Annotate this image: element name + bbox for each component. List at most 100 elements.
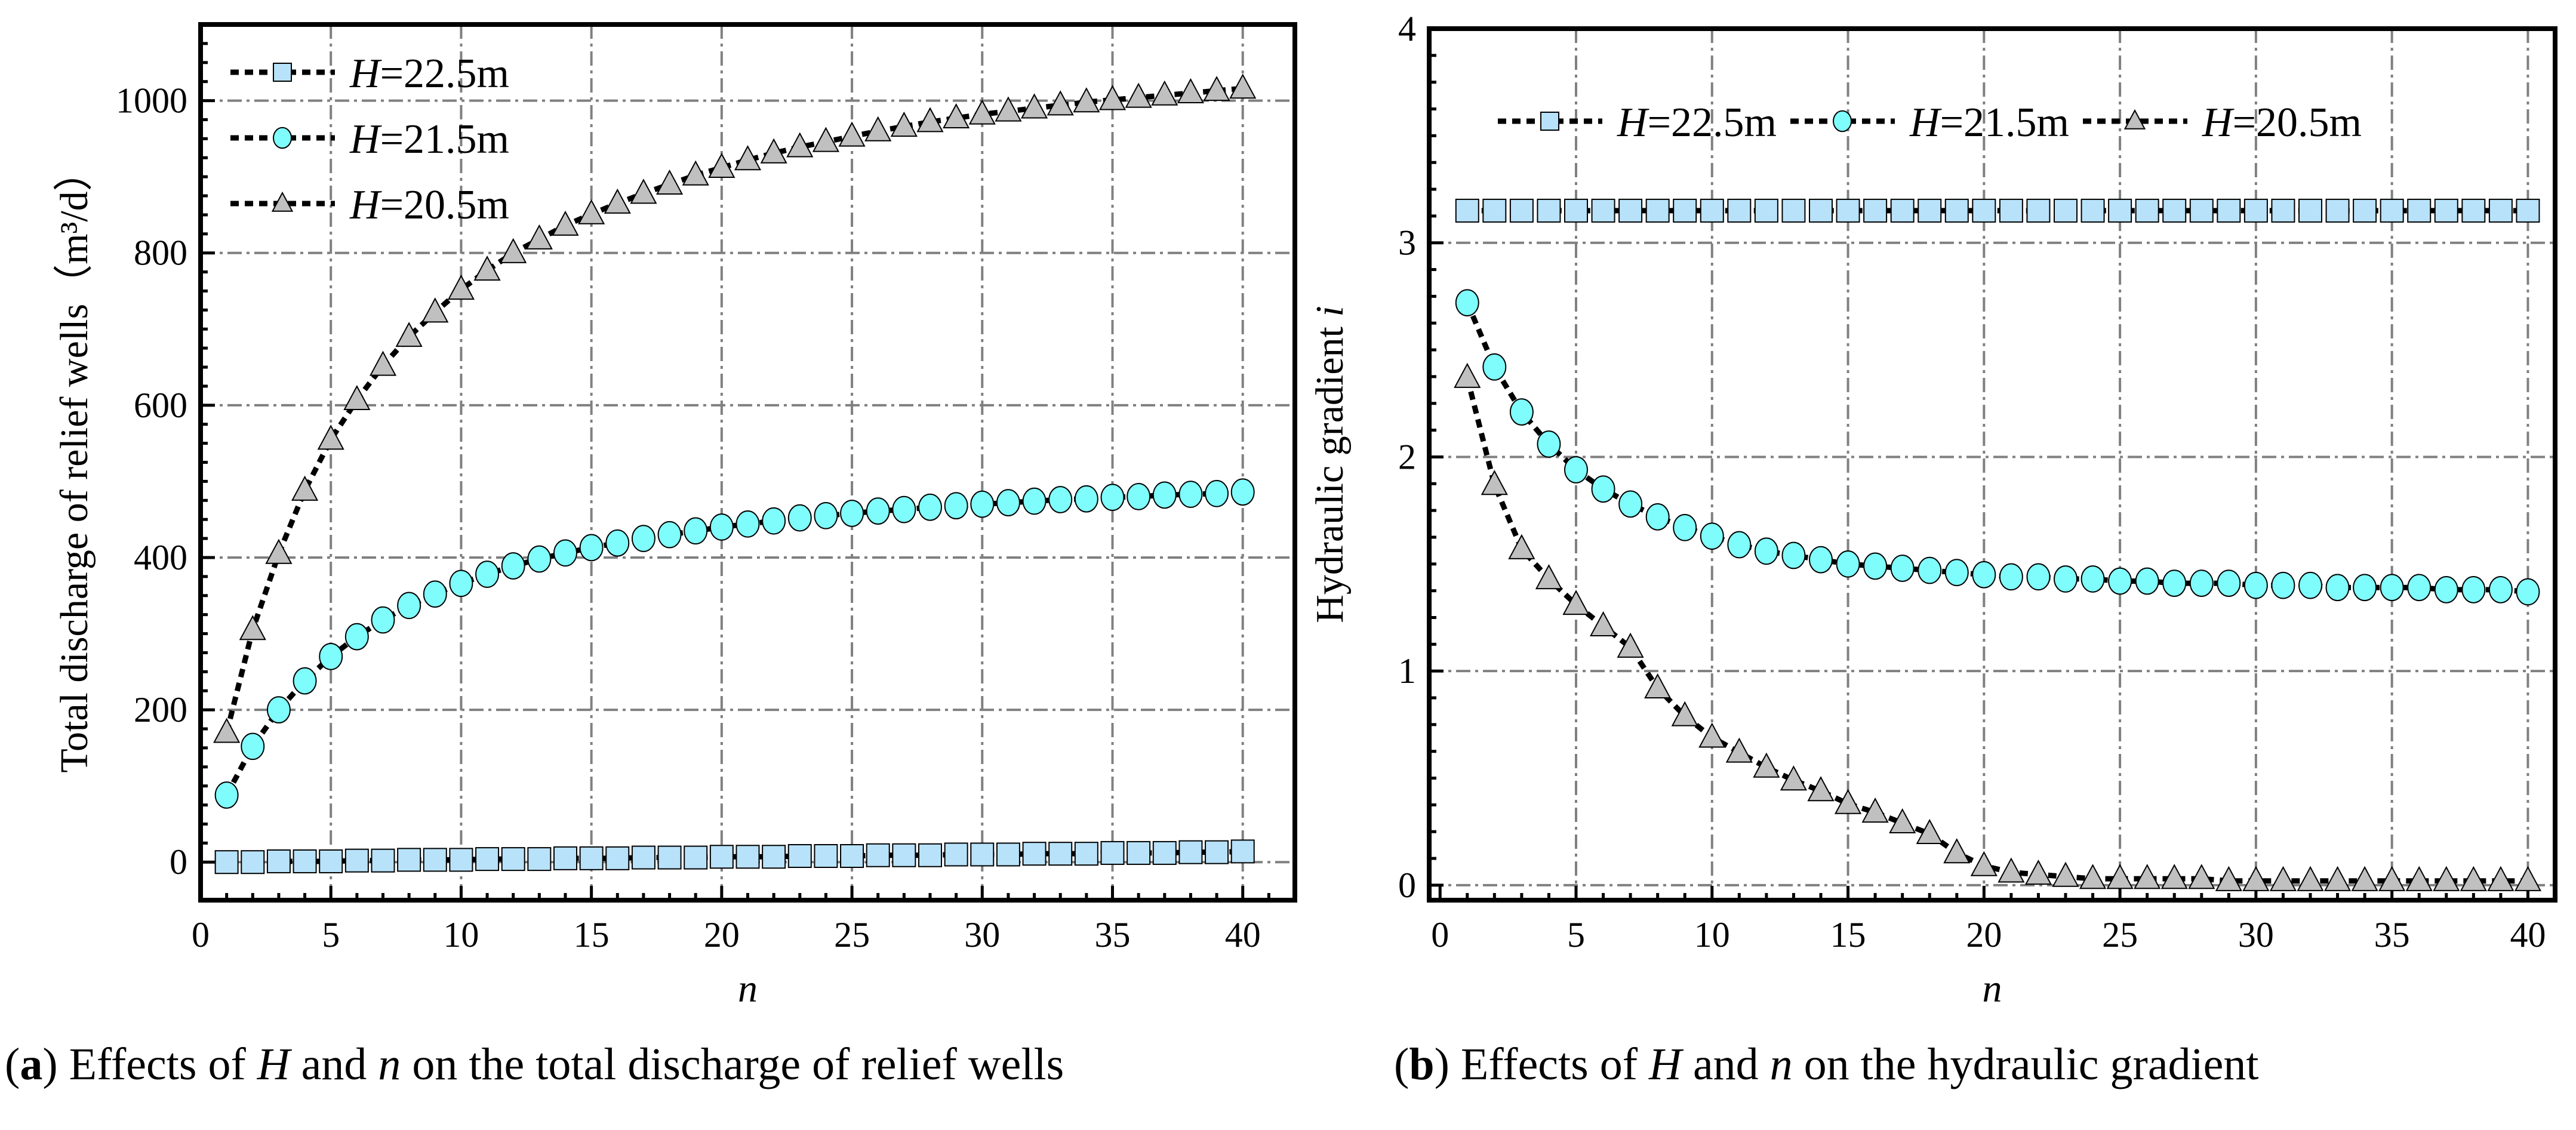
- square-marker: [762, 845, 786, 869]
- triangle-marker: [2297, 866, 2324, 891]
- square-marker: [1230, 839, 1255, 864]
- legend-item: H=22.5m: [1498, 100, 1777, 146]
- square-marker: [449, 848, 473, 872]
- circle-marker: [2461, 576, 2486, 604]
- triangle-marker: [995, 96, 1022, 122]
- triangle-marker: [1753, 752, 1780, 778]
- circle-marker: [527, 545, 552, 573]
- triangle-marker: [447, 275, 475, 300]
- circle-marker: [1918, 556, 1942, 584]
- circle-marker: [1890, 555, 1915, 582]
- y-tick-label: 0: [1398, 866, 1416, 905]
- x-tick-label: 20: [704, 915, 740, 955]
- square-marker: [2162, 198, 2187, 223]
- triangle-marker: [1671, 701, 1698, 726]
- square-marker: [840, 844, 864, 869]
- square-marker: [709, 845, 734, 869]
- y-tick-label: 0: [170, 842, 187, 882]
- x-tick-label: 15: [1830, 915, 1866, 955]
- triangle-marker: [2487, 866, 2515, 891]
- triangle-marker: [1780, 765, 1808, 791]
- circle-marker: [1754, 537, 1778, 565]
- triangle-marker: [1454, 362, 1481, 388]
- circle-marker: [449, 569, 473, 598]
- square-marker: [1152, 840, 1177, 865]
- triangle-marker: [1562, 590, 1590, 615]
- y-tick-label: 600: [134, 386, 187, 425]
- circle-marker: [501, 552, 525, 580]
- x-tick-label: 30: [964, 915, 1000, 955]
- chart-b: 0 5 10 15 20 25 30 35 40 0 1 2 3 4 n Hydraulic gradient…: [1308, 9, 2557, 1011]
- square-marker: [1809, 198, 1833, 223]
- circle-marker: [814, 501, 838, 529]
- triangle-marker: [500, 238, 527, 263]
- y-tick-label: 1: [1398, 651, 1416, 691]
- triangle-marker: [2378, 866, 2406, 891]
- circle-marker: [840, 500, 864, 527]
- triangle-marker: [2323, 866, 2352, 891]
- circle-marker: [866, 497, 890, 525]
- caption-text: Effects of: [1460, 1039, 1649, 1089]
- triangle-marker: [838, 121, 866, 147]
- circle-marker: [241, 732, 265, 760]
- triangle-marker: [760, 138, 787, 164]
- square-marker: [344, 848, 369, 873]
- triangle-marker: [395, 322, 423, 347]
- circle-marker: [1022, 487, 1047, 515]
- circle-marker: [371, 606, 395, 634]
- square-marker: [1999, 198, 2023, 223]
- square-marker: [970, 842, 995, 867]
- square-marker: [241, 850, 265, 875]
- circle-marker: [273, 127, 292, 149]
- square-marker: [1564, 198, 1588, 223]
- circle-marker: [2243, 571, 2268, 599]
- triangle-marker: [525, 224, 553, 250]
- circle-marker: [2217, 569, 2241, 597]
- triangle-marker: [1589, 611, 1617, 636]
- square-marker: [787, 844, 812, 869]
- triangle-marker: [2405, 866, 2433, 891]
- triangle-marker: [213, 718, 241, 743]
- circle-marker: [1074, 485, 1098, 513]
- square-marker: [319, 849, 343, 873]
- circle-marker: [631, 525, 655, 552]
- triangle-marker: [1998, 857, 2025, 883]
- circle-marker: [1833, 110, 1852, 133]
- square-marker: [266, 849, 291, 873]
- circle-marker: [1482, 353, 1507, 381]
- caption-text: Effects of: [69, 1039, 257, 1089]
- square-marker: [1673, 198, 1697, 223]
- caption-text: and: [1681, 1039, 1770, 1089]
- square-marker: [2434, 198, 2458, 223]
- square-marker: [2026, 198, 2051, 223]
- circle-marker: [892, 495, 916, 524]
- square-marker: [1022, 842, 1047, 866]
- triangle-marker: [1807, 776, 1835, 802]
- series-square: [214, 839, 1255, 875]
- circle-marker: [787, 504, 812, 532]
- triangle-marker: [630, 178, 657, 204]
- triangle-marker: [1481, 470, 1508, 495]
- square-marker: [1972, 198, 1996, 223]
- triangle-marker: [239, 615, 266, 641]
- circle-marker: [1618, 490, 1643, 518]
- caption-var: n: [1769, 1039, 1793, 1089]
- square-marker: [214, 850, 239, 875]
- triangle-marker: [271, 191, 294, 212]
- circle-marker: [918, 493, 942, 521]
- triangle-marker: [291, 475, 319, 501]
- triangle-marker: [1508, 534, 1535, 559]
- caption-letter: a: [20, 1039, 43, 1089]
- caption-text: on the hydraulic gradient: [1792, 1039, 2259, 1089]
- series-line: [1464, 301, 2528, 595]
- caption-b: (b) Effects of H and n on the hydraulic …: [1394, 1039, 2259, 1089]
- square-marker: [293, 849, 317, 873]
- square-marker: [814, 844, 838, 869]
- triangle-marker: [890, 112, 918, 137]
- square-marker: [1645, 198, 1670, 223]
- triangle-marker: [1073, 87, 1100, 113]
- triangle-marker: [708, 152, 735, 178]
- square-marker: [684, 845, 708, 870]
- circle-marker: [1863, 552, 1888, 580]
